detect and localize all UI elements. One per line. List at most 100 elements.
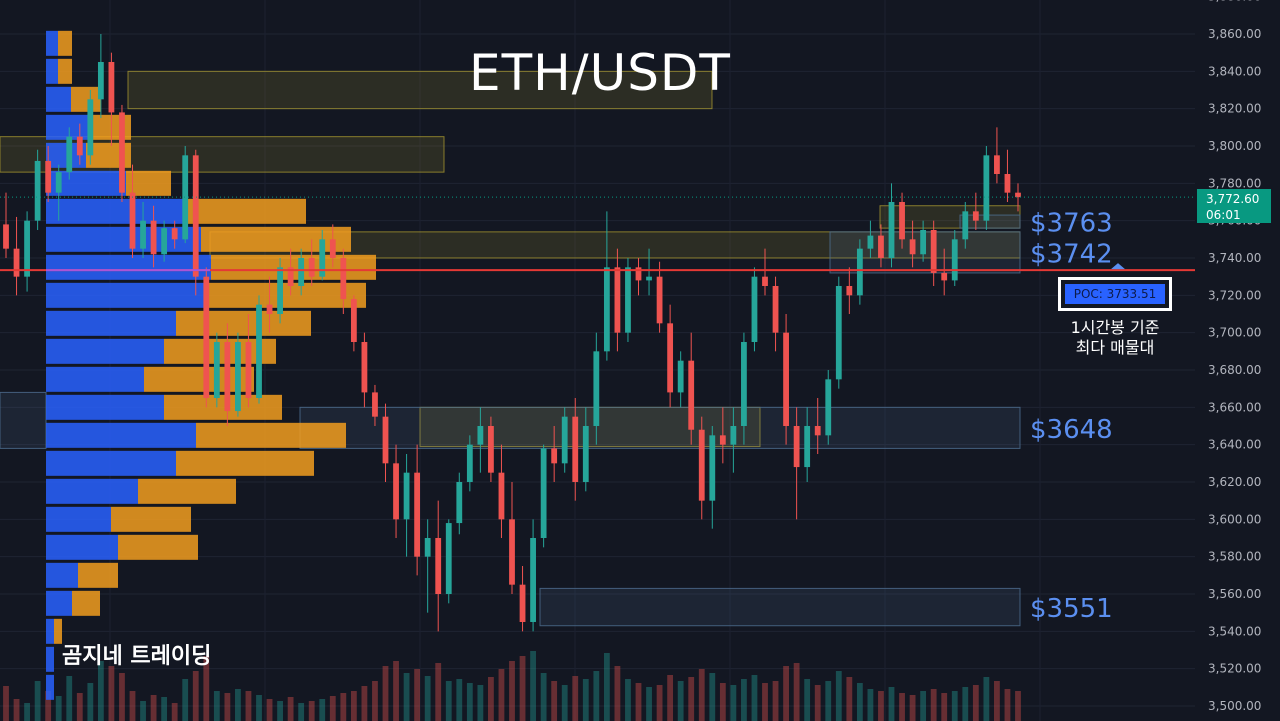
profile-buy-bar <box>46 618 54 644</box>
volume-bar <box>319 699 326 721</box>
y-tick-label: 3,840.00 <box>1208 64 1261 78</box>
volume-bar <box>1015 691 1021 721</box>
y-tick-label: 3,660.00 <box>1208 400 1261 414</box>
poc-label-box: POC: 3733.51 <box>1058 277 1172 311</box>
volume-bar <box>498 669 505 721</box>
volume-bar <box>930 689 937 721</box>
candle-body <box>867 235 874 249</box>
profile-buy-bar <box>46 282 206 308</box>
volume-bar <box>435 663 442 721</box>
level-labels: $3763$3742 $3648 $3551 <box>1030 209 1113 624</box>
volume-bar <box>530 651 536 721</box>
volume-bar <box>582 679 589 721</box>
volume-bar <box>445 681 452 721</box>
volume-bar <box>951 691 958 721</box>
candle-body <box>814 426 821 436</box>
candle-body <box>24 220 30 277</box>
y-tick-label: 3,680.00 <box>1208 363 1261 377</box>
candle-body <box>182 155 189 240</box>
candle-body <box>424 538 431 557</box>
candle-body <box>741 342 747 426</box>
volume-bar <box>972 685 979 721</box>
volume-bar <box>561 685 568 721</box>
candle-body <box>614 267 621 333</box>
candle-body <box>466 444 473 482</box>
volume-bar <box>878 691 884 721</box>
profile-sell-bar <box>54 618 62 644</box>
zone-level <box>0 391 47 449</box>
candle-body <box>13 248 20 277</box>
candle-body <box>930 230 937 273</box>
profile-buy-bar <box>46 674 54 700</box>
y-tick-label: 3,620.00 <box>1208 475 1261 489</box>
volume-bar <box>224 693 231 721</box>
level-label: $3742 <box>1030 239 1113 269</box>
volume-bar <box>772 681 779 721</box>
y-tick-label: 3,520.00 <box>1208 662 1261 676</box>
profile-sell-bar <box>206 282 366 308</box>
volume-bar <box>962 687 969 721</box>
candle-body <box>846 286 853 296</box>
candle-body <box>129 192 136 249</box>
level-label: $3648 <box>1030 415 1113 445</box>
candle-body <box>730 426 737 445</box>
candle-body <box>150 220 157 255</box>
candle-body <box>530 538 536 622</box>
volume-bar <box>66 676 73 721</box>
volume-bar <box>551 681 558 721</box>
profile-sell-bar <box>118 534 198 560</box>
profile-sell-bar <box>58 58 72 84</box>
candle-body <box>625 267 631 333</box>
candle-body <box>582 426 589 482</box>
y-tick-label: 3,600.00 <box>1208 512 1261 526</box>
y-tick-label: 3,500.00 <box>1208 699 1261 713</box>
candle-body <box>66 136 73 173</box>
candle-body <box>498 472 505 520</box>
candle-body <box>899 202 905 240</box>
volume-bar <box>793 663 800 721</box>
price-axis[interactable]: 3,500.00 3,520.00 3,540.00 3,560.00 3,580.00… <box>1208 0 1261 713</box>
volume-bar <box>899 693 905 721</box>
volume-bar <box>540 673 547 721</box>
volume-bar <box>24 703 30 721</box>
zone-level <box>539 587 1021 627</box>
volume-bar <box>456 679 463 721</box>
poc-caption-line2: 최다 매물대 <box>1075 338 1155 357</box>
last-price-value: 3,772.60 <box>1206 192 1260 206</box>
volume-bar <box>119 673 125 721</box>
candle-body <box>287 267 294 286</box>
volume-bar <box>983 677 990 721</box>
candle-body <box>593 351 600 426</box>
candle-body <box>298 258 305 286</box>
profile-sell-bar <box>164 394 282 420</box>
candle-body <box>941 272 948 281</box>
candle-body <box>213 342 220 398</box>
candle-body <box>793 426 800 468</box>
candle-body <box>835 286 842 380</box>
volume-bar <box>625 679 631 721</box>
volume-bar <box>709 673 716 721</box>
volume-bar <box>488 677 494 721</box>
volume-bar <box>161 697 168 721</box>
volume-bar <box>34 681 41 721</box>
volume-bar <box>372 681 378 721</box>
candle-body <box>488 426 494 473</box>
poc-label: POC: 3733.51 <box>1065 284 1165 304</box>
profile-buy-bar <box>46 394 164 420</box>
candle-body <box>76 136 83 156</box>
volume-bar <box>235 689 241 721</box>
profile-sell-bar <box>201 226 351 252</box>
candle-body <box>256 304 262 398</box>
candle-body <box>561 416 568 464</box>
candle-body <box>635 267 642 281</box>
candle-body <box>762 276 768 286</box>
volume-profile <box>46 30 376 700</box>
profile-buy-bar <box>46 58 58 84</box>
watermark: 곰지네 트레이딩 <box>62 644 212 669</box>
y-tick-label: 3,700.00 <box>1208 326 1261 340</box>
profile-sell-bar <box>176 450 314 476</box>
volume-bar <box>509 661 515 721</box>
profile-buy-bar <box>46 450 176 476</box>
volume-bar <box>97 661 104 721</box>
